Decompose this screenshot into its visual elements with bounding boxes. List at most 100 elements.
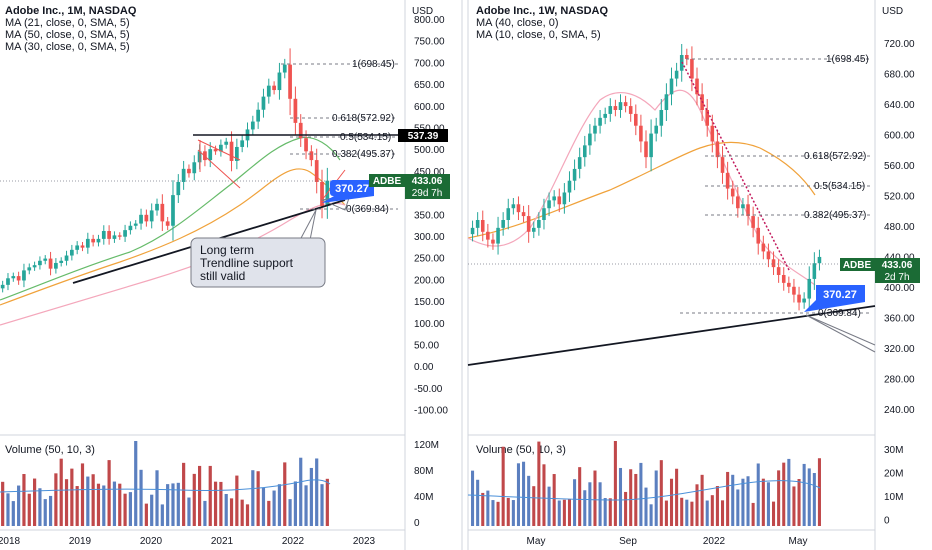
candle (128, 221, 133, 235)
left-chart-pane[interactable]: 1(698.45) 0.618(572.92) 0.5(534.15) 0.38… (0, 0, 463, 550)
volume-bar (471, 470, 475, 526)
volume-bar (746, 476, 750, 526)
price-tick-label: 150.00 (414, 297, 445, 308)
candle (613, 99, 618, 117)
candle (491, 233, 495, 250)
left-time-label-2020: 2020 (140, 536, 163, 547)
volume-bar (782, 462, 786, 526)
volume-bar (756, 463, 760, 526)
volume-bar (11, 501, 15, 526)
candle (192, 155, 197, 181)
candle (572, 159, 577, 191)
candle (741, 198, 745, 215)
candle (298, 114, 303, 147)
volume-bar (807, 468, 811, 526)
left-wedge-pattern (197, 139, 241, 189)
candle (567, 171, 572, 202)
volume-bar (715, 486, 719, 526)
left-ma-21-line (0, 136, 341, 301)
candle (277, 62, 282, 100)
volume-bar (649, 504, 653, 526)
volume-bar (38, 488, 42, 526)
volume-bar (522, 461, 526, 526)
volume-bar (219, 481, 223, 526)
left-volume-title: Volume (50, 10, 3) (5, 444, 95, 456)
volume-bar (96, 483, 101, 526)
candle (812, 252, 817, 290)
left-fib-label-0618: 0.618(572.92) (332, 113, 394, 124)
candle (577, 147, 582, 179)
candle (792, 278, 796, 303)
left-legend: Adobe Inc., 1M, NASDAQ MA (21, close, 0,… (5, 5, 137, 53)
left-time-label-2019: 2019 (69, 536, 92, 547)
volume-bar (118, 483, 122, 526)
volume-bar (91, 474, 95, 526)
candle (64, 250, 69, 266)
volume-bar (562, 499, 566, 526)
volume-bar (160, 504, 164, 526)
volume-bar (80, 463, 85, 526)
price-tick-label: 700.00 (414, 58, 445, 69)
left-price-callout[interactable]: 370.27 (322, 180, 374, 203)
volume-bar (299, 457, 303, 526)
right-time-label-2022: 2022 (703, 536, 726, 547)
candle (593, 117, 597, 142)
candle (720, 146, 725, 184)
candle (751, 206, 755, 238)
volume-bar (761, 478, 765, 526)
volume-bar (43, 499, 47, 526)
volume-bar (54, 473, 58, 526)
candle (817, 249, 822, 271)
volume-bar (644, 487, 648, 526)
candle (598, 110, 602, 134)
candle (224, 137, 229, 149)
volume-bar (685, 499, 689, 526)
right-downtrend-line (681, 61, 791, 273)
volume-bar (557, 500, 561, 526)
left-indicator-2: MA (50, close, 0, SMA, 5) (5, 29, 130, 41)
left-annotation-callout[interactable]: Long term Trendline support still valid (190, 209, 326, 288)
volume-bar (256, 471, 260, 526)
price-tick-label: 320.00 (884, 344, 915, 355)
right-chart-pane[interactable]: 1(698.45) 0.618(572.92) 0.5(534.15) 0.38… (467, 0, 876, 550)
volume-bar (777, 470, 781, 526)
price-tick-label: 300.00 (414, 232, 445, 243)
right-long-trendline (467, 305, 876, 366)
right-volume-bars (471, 441, 821, 526)
candle (149, 203, 154, 229)
price-tick-label: 240.00 (884, 405, 915, 416)
candle (562, 183, 567, 214)
candle (628, 98, 633, 122)
candle (320, 169, 324, 219)
volume-bar (70, 468, 74, 526)
right-price-callout[interactable]: 370.27 (804, 285, 865, 312)
volume-bar (315, 458, 319, 526)
candle (802, 292, 806, 309)
left-indicator-1: MA (21, close, 0, SMA, 5) (5, 17, 130, 29)
volume-bar (198, 465, 202, 526)
candle (75, 241, 80, 255)
candle (309, 145, 314, 167)
price-tick-label: 600.00 (884, 131, 915, 142)
volume-bar (128, 492, 132, 526)
right-time-label-sep: Sep (619, 536, 637, 547)
left-price-axis[interactable]: USD 800.00750.00700.00650.00600.00550.00… (369, 6, 450, 529)
candle (582, 135, 587, 167)
candle (234, 138, 239, 170)
volume-bar (486, 490, 490, 526)
candle (756, 216, 761, 255)
volume-bar (639, 462, 643, 526)
volume-bar (567, 499, 572, 526)
volume-bar (48, 495, 53, 526)
volume-tick-label: 0 (414, 518, 420, 529)
left-countdown: 29d 7h (412, 188, 443, 199)
volume-bar (86, 476, 90, 526)
candle (608, 98, 613, 122)
candle (715, 130, 720, 169)
volume-tick-label: 0 (884, 516, 890, 527)
candle (38, 256, 42, 270)
volume-bar (787, 458, 791, 526)
volume-bar (229, 498, 234, 526)
right-price-axis[interactable]: USD 720.00 680.00 640.00 600.00 560.00 520.00… (840, 6, 920, 527)
price-tick-label: -50.00 (414, 384, 443, 395)
